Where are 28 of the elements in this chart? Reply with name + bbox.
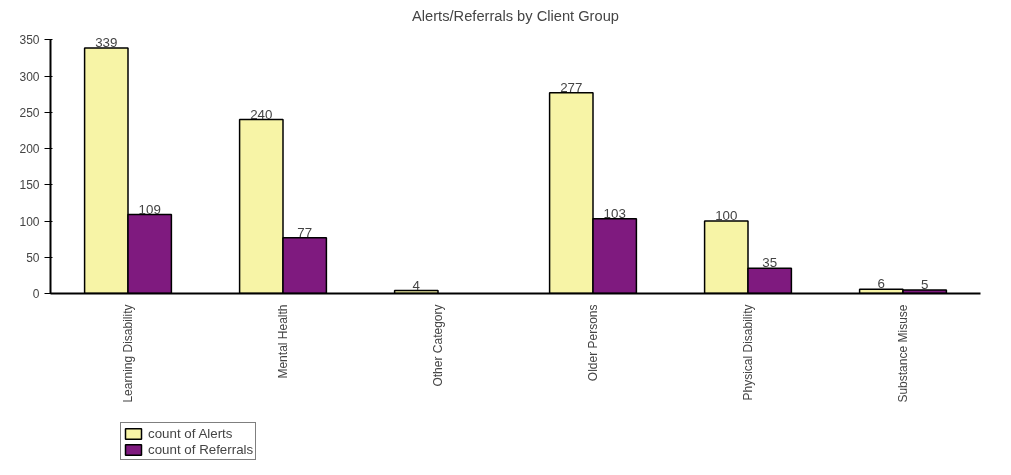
y-tick-label: 100 <box>19 214 40 229</box>
x-tick-label: Learning Disability <box>121 304 135 403</box>
x-tick-label: Mental Health <box>276 304 290 379</box>
y-tick-label: 0 <box>32 287 40 301</box>
data-label: 103 <box>603 205 626 221</box>
data-label: 5 <box>920 276 929 292</box>
y-tick-label: 250 <box>19 105 40 120</box>
data-label: 6 <box>877 276 886 292</box>
data-label: 77 <box>297 224 313 240</box>
data-label: 277 <box>560 79 583 95</box>
y-tick-label: 200 <box>19 142 40 157</box>
x-tick-label: Other Category <box>431 304 445 387</box>
chart-title: Alerts/Referrals by Client Group <box>412 7 619 24</box>
data-label: 35 <box>762 255 778 271</box>
y-tick-label: 150 <box>19 178 40 193</box>
data-label: 4 <box>412 277 421 293</box>
legend-label: count of Alerts <box>148 425 233 441</box>
data-label: 339 <box>95 34 118 50</box>
legend-label: count of Referrals <box>148 441 254 457</box>
data-label: 240 <box>250 106 273 122</box>
x-tick-label: Substance Misuse <box>896 304 910 403</box>
data-label: 100 <box>715 208 738 224</box>
x-tick-label: Physical Disability <box>741 304 755 401</box>
y-tick-label: 50 <box>26 250 40 265</box>
y-tick-label: 350 <box>19 33 40 48</box>
y-tick-label: 300 <box>19 69 40 84</box>
data-label: 109 <box>138 201 161 217</box>
x-tick-label: Older Persons <box>586 304 600 382</box>
